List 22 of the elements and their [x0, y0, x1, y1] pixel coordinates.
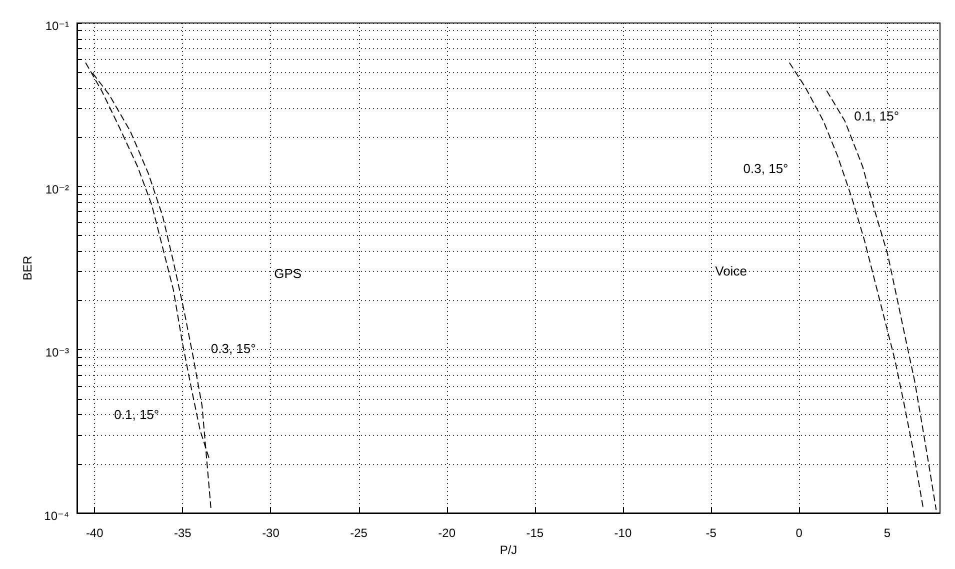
y-axis-title: BER	[20, 255, 34, 280]
y-tick-label: 10⁻⁴	[44, 509, 69, 523]
annotation: 0.1, 15°	[854, 108, 900, 124]
x-tick-label: -20	[438, 526, 456, 540]
x-tick-label: -35	[174, 526, 192, 540]
x-tick-label: -5	[706, 526, 717, 540]
x-tick-label: -10	[614, 526, 632, 540]
x-tick-label: -40	[86, 526, 104, 540]
annotation: 0.3, 15°	[210, 340, 256, 356]
x-tick-label: -15	[526, 526, 544, 540]
x-tick-label: -25	[350, 526, 368, 540]
annotation: 0.1, 15°	[114, 407, 160, 422]
x-tick-label: 5	[884, 526, 891, 540]
annotation: Voice	[715, 263, 747, 278]
x-tick-label: 0	[796, 526, 803, 540]
annotation: 0.3, 15°	[743, 161, 788, 176]
annotation: GPS	[274, 266, 302, 282]
y-tick-label: 10⁻²	[45, 182, 69, 196]
y-tick-label: 10⁻¹	[45, 19, 69, 33]
x-tick-label: -30	[262, 526, 280, 540]
y-tick-label: 10⁻³	[45, 346, 69, 360]
x-axis-title: P/J	[500, 542, 518, 557]
